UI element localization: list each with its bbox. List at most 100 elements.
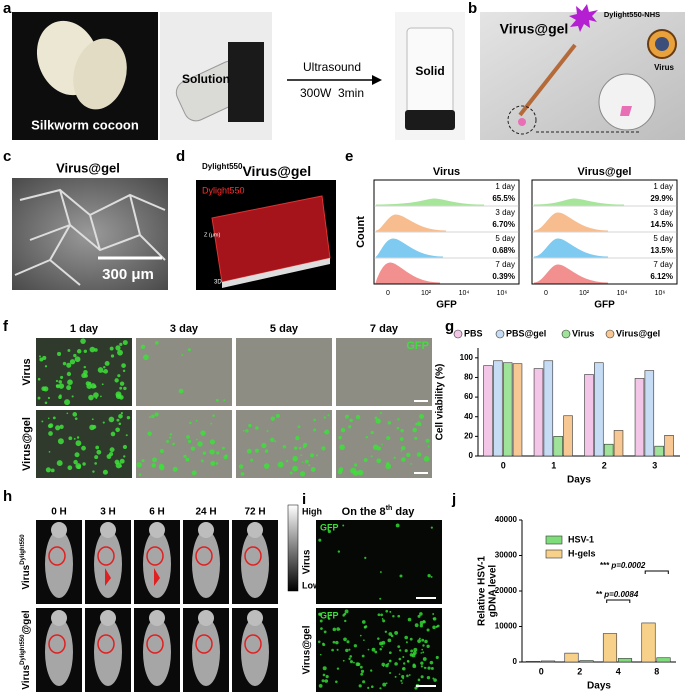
fluorescence xyxy=(47,417,50,420)
fluorescence xyxy=(88,381,92,385)
bar xyxy=(634,378,645,457)
fluorescence xyxy=(406,659,410,663)
fluorescence xyxy=(419,620,424,625)
fluorescence xyxy=(115,427,120,433)
fluorescence xyxy=(427,573,431,578)
fluorescence xyxy=(379,687,382,690)
fluorescence xyxy=(58,383,65,389)
fluorescence xyxy=(355,414,361,420)
fluorescence xyxy=(324,679,329,683)
column-label: 1 day xyxy=(70,323,99,335)
fluorescence xyxy=(414,686,418,690)
fluorescence xyxy=(74,356,81,363)
fluorescence xyxy=(138,473,142,476)
fluorescence xyxy=(309,453,315,458)
fluorescence xyxy=(289,471,293,475)
annotation: ** p=0.0084 xyxy=(596,590,639,599)
fluorescence xyxy=(81,445,86,451)
cocoon xyxy=(73,38,127,110)
fluorescence xyxy=(348,648,351,651)
fluorescence xyxy=(274,440,277,443)
histogram-curve xyxy=(533,198,625,206)
fluorescence xyxy=(322,643,326,647)
histogram-curve xyxy=(375,214,447,232)
fluorescence xyxy=(250,458,254,462)
fluorescence xyxy=(69,359,76,365)
channel-label: GFP xyxy=(320,522,339,532)
fluorescence xyxy=(80,338,86,344)
fluorescence xyxy=(342,659,345,662)
fluorescence xyxy=(263,463,270,469)
fluorescence xyxy=(404,649,408,653)
legend-marker xyxy=(453,329,463,339)
y-tick-label: 80 xyxy=(464,373,473,382)
fluorescence xyxy=(282,444,287,449)
region xyxy=(195,634,213,654)
fluorescence xyxy=(116,418,120,422)
legend-label: HSV-1 xyxy=(568,534,594,544)
row-label: VirusDylight550@gel xyxy=(20,610,32,690)
fluorescence xyxy=(375,418,381,424)
fluorescence xyxy=(172,466,178,472)
fluorescence xyxy=(50,468,55,473)
fluorescence xyxy=(57,438,64,445)
fluorescence xyxy=(417,614,421,618)
fluorescence xyxy=(67,379,73,386)
fluorescence xyxy=(119,342,123,347)
fluorescence xyxy=(414,436,418,440)
x-tick-label: 0 xyxy=(501,460,506,470)
fluorescence xyxy=(336,627,340,631)
panel-label: f xyxy=(3,318,9,335)
gel-drop xyxy=(518,118,526,126)
scale-label: 300 μm xyxy=(102,266,154,283)
fluorescence xyxy=(66,385,72,391)
fluorescence xyxy=(377,613,381,617)
fluorescence xyxy=(57,351,62,356)
fluorescence xyxy=(419,612,423,616)
fluorescence xyxy=(43,386,49,392)
fluorescence xyxy=(97,367,104,373)
fluorescence xyxy=(381,618,384,620)
fluorescence xyxy=(298,446,302,450)
fluorescence xyxy=(187,439,192,444)
row-label: Virus@gel xyxy=(302,625,313,674)
x-tick-label: 10² xyxy=(421,290,432,297)
fluorescence xyxy=(67,465,73,471)
fluorescence xyxy=(210,460,216,466)
column-label: 3 day xyxy=(170,323,199,335)
fluorescence xyxy=(397,645,401,649)
fluorescence xyxy=(126,415,131,420)
fluorescence xyxy=(119,381,125,386)
fluorescence xyxy=(389,610,392,613)
bar xyxy=(540,660,556,663)
fluorescence xyxy=(370,685,374,689)
bar xyxy=(502,362,513,457)
group-title: Virus xyxy=(433,166,460,178)
fluorescence xyxy=(143,354,149,361)
mouse-head xyxy=(198,610,214,626)
fluorescence xyxy=(353,661,355,664)
fluorescence xyxy=(215,398,219,402)
x-tick-label: 0 xyxy=(539,666,544,676)
fluorescence xyxy=(354,463,358,467)
view-label: 3D xyxy=(214,280,222,286)
fluorescence xyxy=(58,380,62,384)
fluorescence xyxy=(420,665,424,668)
mouse-head xyxy=(149,522,165,538)
fluorescence xyxy=(66,412,69,415)
fluorescence xyxy=(360,672,364,676)
fluorescence xyxy=(319,619,323,623)
y-axis-label: gDNA level xyxy=(488,565,499,618)
panel-label: d xyxy=(176,148,185,165)
fluorescence xyxy=(52,416,56,420)
fluorescence xyxy=(240,472,245,476)
fluorescence xyxy=(183,454,187,459)
fluorescence xyxy=(382,619,386,623)
fluorescence xyxy=(310,467,316,472)
panel-label: b xyxy=(468,0,477,17)
fluorescence xyxy=(432,613,435,615)
legend-label: Virus@gel xyxy=(616,328,660,338)
fluorescence xyxy=(389,659,392,662)
y-tick-label: 0 xyxy=(513,657,518,666)
